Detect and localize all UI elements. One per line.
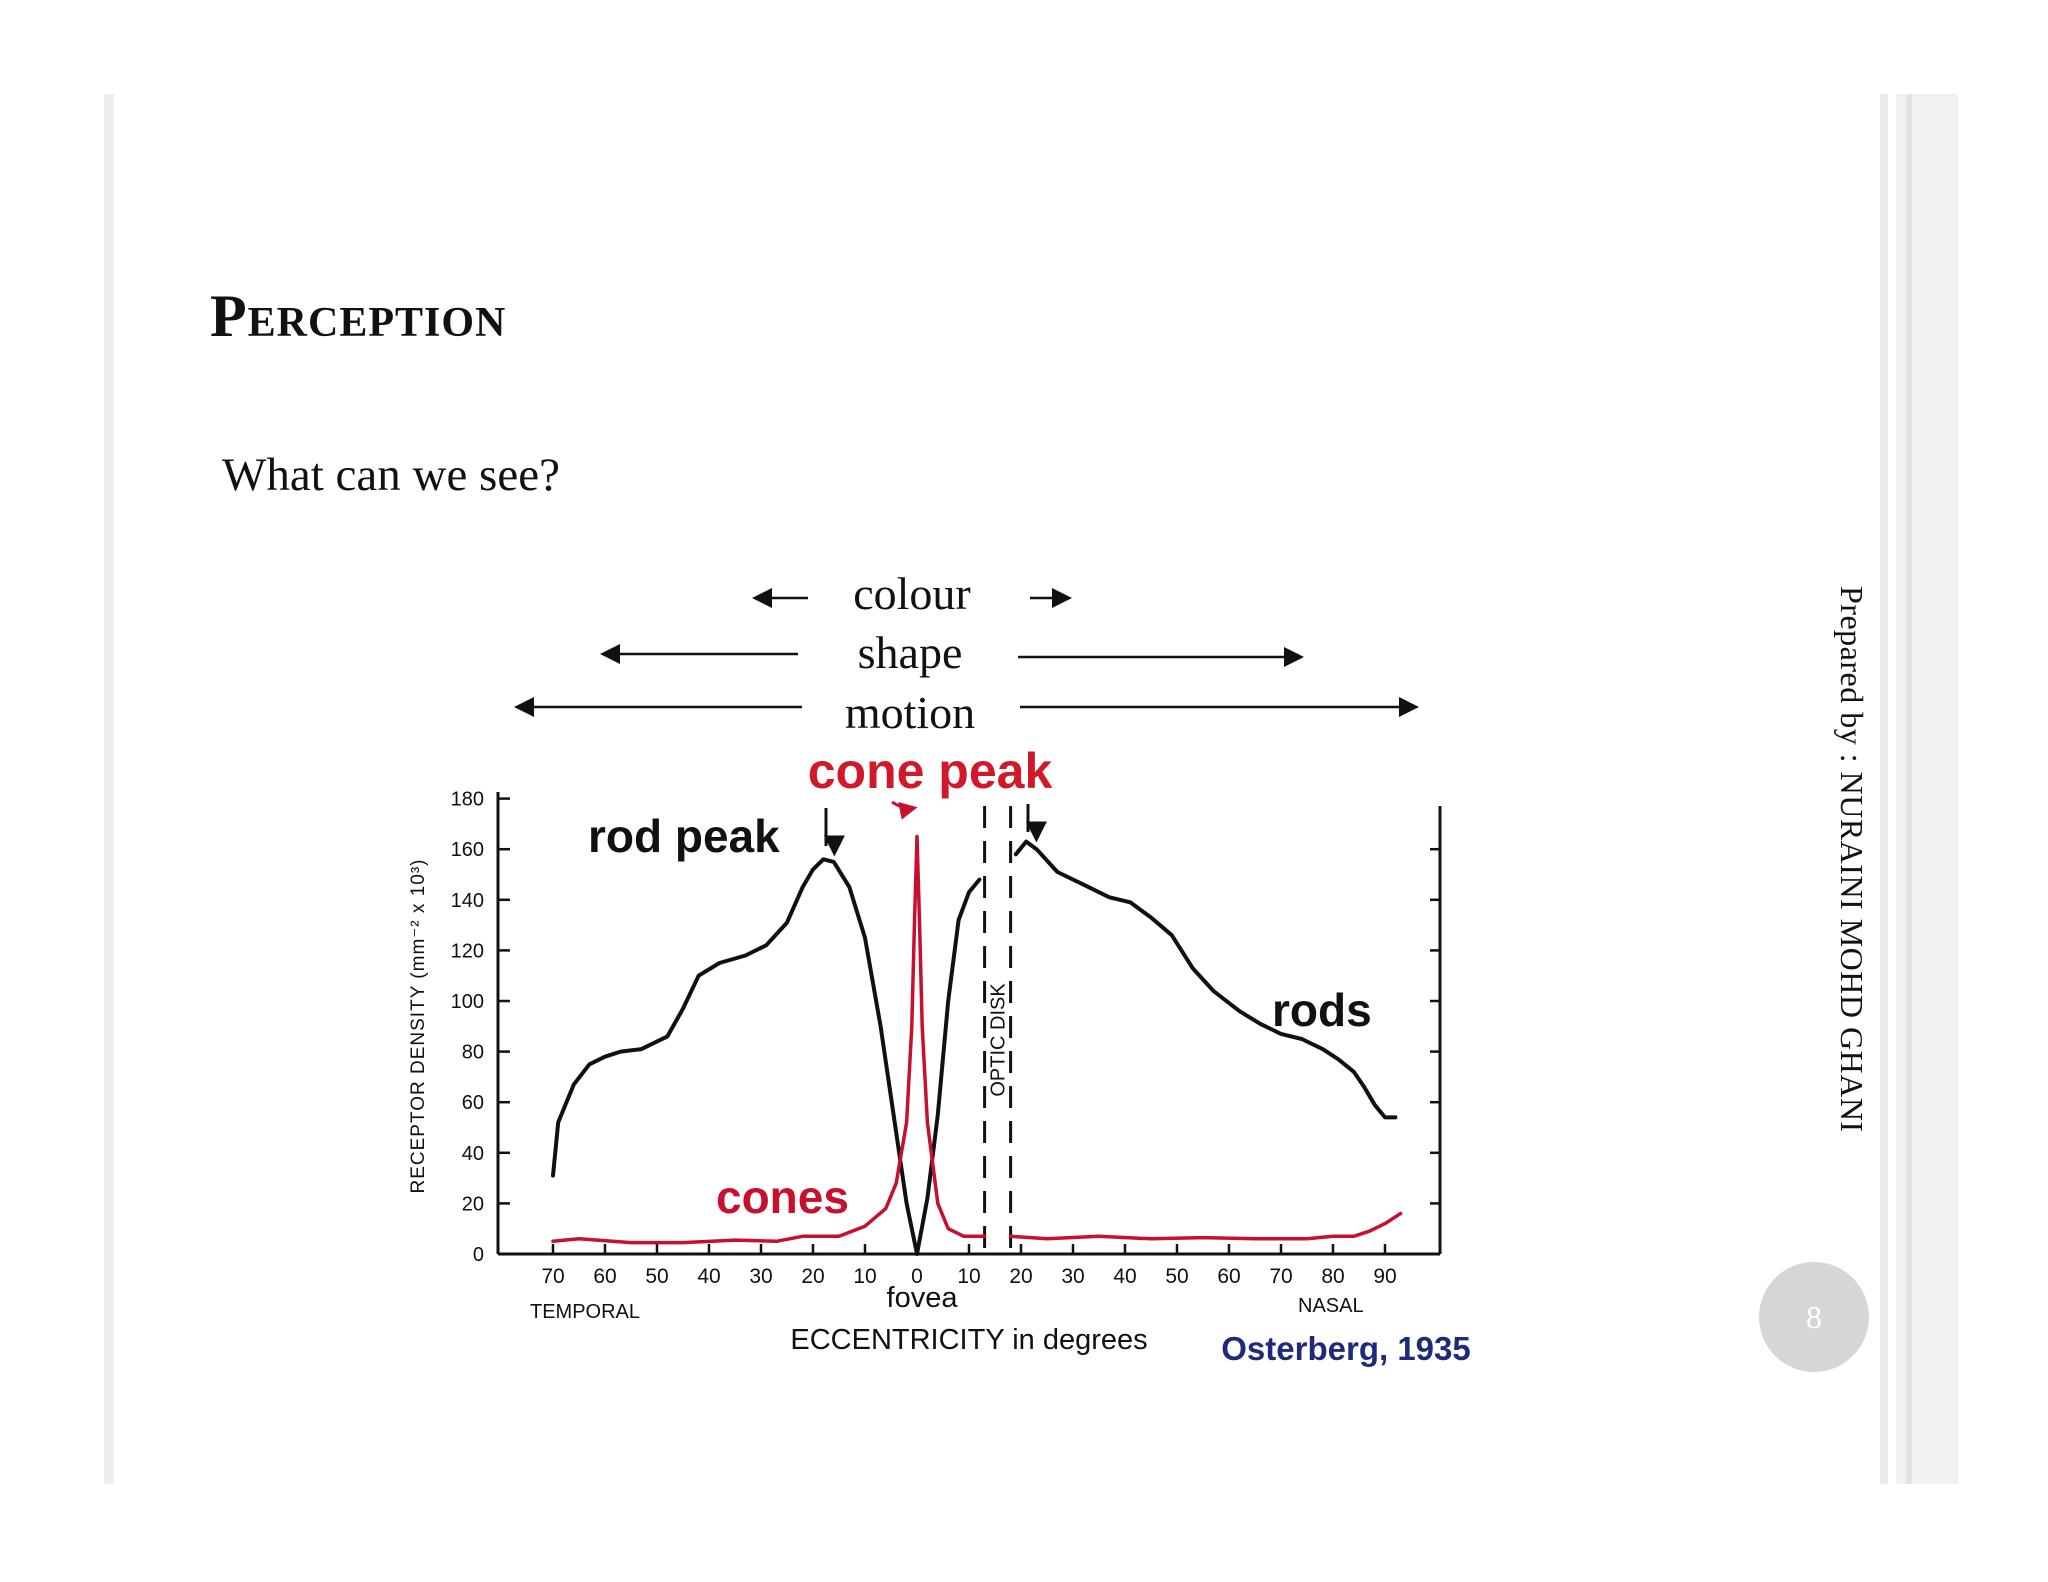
x-tick-label: 20 (801, 1265, 824, 1288)
x-tick-label: 90 (1373, 1265, 1396, 1288)
x-tick-label: 50 (1165, 1265, 1188, 1288)
y-tick-label: 140 (451, 890, 484, 912)
temporal-label: TEMPORAL (530, 1301, 640, 1323)
x-ticks: 70 60 50 40 30 20 10 0 10 20 30 40 50 60 70 80 90 (541, 1244, 1397, 1288)
x-tick-label: 30 (1061, 1265, 1084, 1288)
page-number-badge: 8 (1759, 1262, 1869, 1372)
y-tick-label: 160 (451, 839, 484, 861)
cones-label: cones (716, 1171, 849, 1223)
x-tick-label: 70 (541, 1265, 564, 1288)
rods-line-segment (551, 857, 982, 1256)
motion-label: motion (845, 687, 975, 738)
x-tick-label: 50 (645, 1265, 668, 1288)
fovea-label: fovea (887, 1282, 959, 1314)
shape-label: shape (858, 627, 963, 678)
y-tick-label: 100 (451, 991, 484, 1013)
rod-peak-label: rod peak (588, 810, 780, 862)
y-tick-label: 80 (462, 1042, 484, 1064)
x-axis-label: ECCENTRICITY in degrees (790, 1324, 1147, 1356)
y-tick-label: 60 (462, 1092, 484, 1114)
colour-label: colour (853, 568, 971, 619)
slide-title: Perception (210, 283, 507, 349)
y-tick-label: 120 (451, 940, 484, 962)
x-tick-label: 80 (1321, 1265, 1344, 1288)
cones-line-segment (1008, 1211, 1403, 1241)
y-axis-label: RECEPTOR DENSITY (mm⁻² x 10³) (408, 859, 429, 1194)
cones-line-segment (551, 834, 987, 1245)
y-tick-label: 20 (462, 1193, 484, 1215)
slide-subtitle: What can we see? (222, 449, 560, 501)
y-ticks: 0 20 40 60 80 100 120 140 160 180 (451, 789, 1440, 1266)
x-tick-label: 60 (593, 1265, 616, 1288)
x-tick-label: 10 (957, 1265, 980, 1288)
x-tick-label: 20 (1009, 1265, 1032, 1288)
vision-ranges: colour shape motion (514, 568, 1419, 738)
optic-disk-label: OPTIC DISK (988, 983, 1010, 1097)
source-citation: Osterberg, 1935 (1221, 1330, 1470, 1367)
x-tick-label: 60 (1217, 1265, 1240, 1288)
slide-frame-right-line (1906, 94, 1912, 1484)
y-tick-label: 0 (473, 1244, 484, 1266)
series-layer (551, 834, 1403, 1256)
cone-peak-arrow (891, 800, 918, 820)
nasal-label: NASAL (1298, 1295, 1364, 1317)
x-tick-label: 40 (1113, 1265, 1136, 1288)
optic-disk-marker: OPTIC DISK (983, 806, 1013, 1254)
rods-line-segment (1013, 839, 1398, 1120)
slide-frame-left (104, 94, 114, 1484)
x-tick-label: 40 (697, 1265, 720, 1288)
x-tick-label: 30 (749, 1265, 772, 1288)
cone-peak-label: cone peak (808, 743, 1053, 799)
x-tick-label: 10 (853, 1265, 876, 1288)
author-credit: Prepared by : NURAINI MOHD GHANI (1834, 586, 1870, 1133)
y-tick-label: 180 (451, 789, 484, 811)
y-tick-label: 40 (462, 1143, 484, 1165)
rods-label: rods (1272, 984, 1372, 1036)
x-tick-label: 70 (1269, 1265, 1292, 1288)
slide-frame-right (1880, 94, 1888, 1484)
x-tick-label: 0 (911, 1265, 923, 1288)
